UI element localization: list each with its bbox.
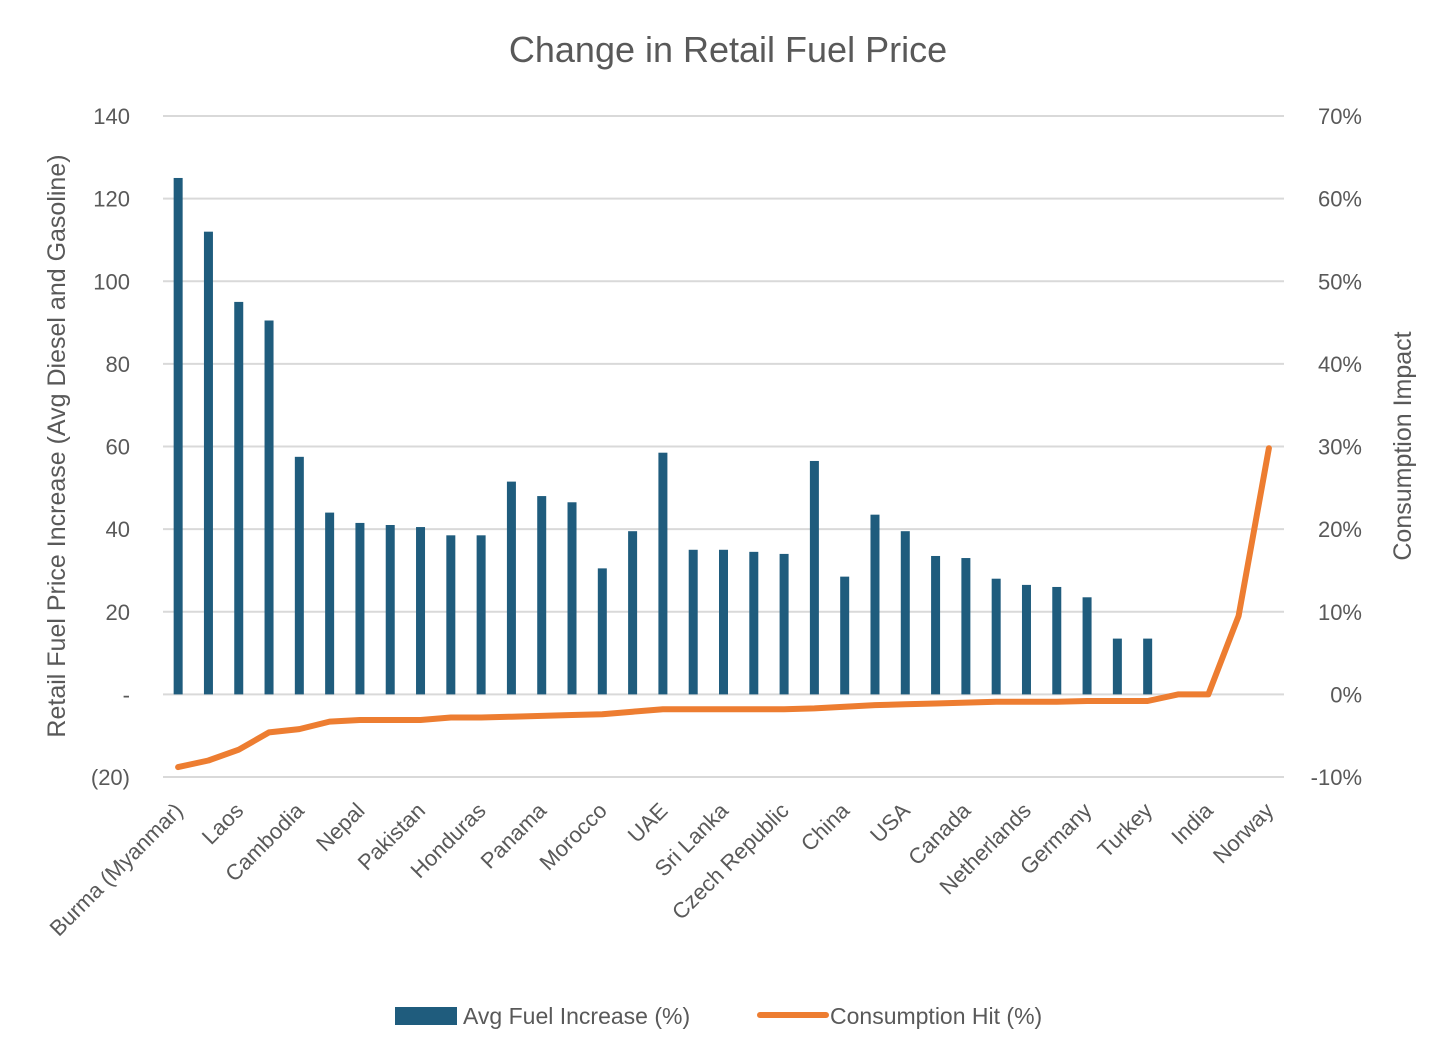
category-label: Laos [197,798,248,849]
bar [719,549,728,695]
bar [870,514,880,695]
bar [416,527,426,695]
bar [355,522,365,695]
y2-tick-label: 30% [1318,435,1362,460]
bar [1052,586,1062,695]
y-tick-label: 120 [93,187,130,212]
y-tick-label: 80 [106,352,130,377]
bar [506,481,516,695]
bar [809,460,819,695]
category-label: Nepal [311,798,369,856]
category-label: Morocco [535,798,612,875]
y-tick-label: 20 [106,600,130,625]
bar [294,456,304,695]
y-axis-title: Retail Fuel Price Increase (Avg Diesel a… [43,154,71,737]
bar [658,452,668,695]
bar [567,502,577,695]
category-label: China [796,797,855,856]
y-tick-label: - [123,682,130,707]
category-label: UAE [623,798,673,848]
y2-tick-label: 20% [1318,517,1362,542]
category-label: Burma (Myanmar) [45,798,188,941]
y-axis-ticks: 140 120 100 80 60 40 20 - (20) [91,104,130,790]
legend-bar-swatch [395,1007,457,1025]
y-tick-label: 60 [106,435,130,460]
bar [173,177,183,695]
bar-series [173,177,1153,695]
category-label: USA [865,798,915,848]
line-path [175,445,1272,771]
y2-tick-label: 40% [1318,352,1362,377]
y-tick-label: 40 [106,517,130,542]
bar [264,320,274,695]
bar [688,549,698,695]
bar [446,535,456,695]
line-series [175,445,1272,771]
y-tick-label: 100 [93,269,130,294]
bar [537,496,547,695]
y-tick-label: (20) [91,765,130,790]
y2-tick-label: 10% [1318,600,1362,625]
category-label: Norway [1208,798,1278,868]
bar [234,301,244,695]
y-tick-label: 140 [93,104,130,129]
bar [628,531,638,695]
bar [476,535,486,695]
chart-title: Change in Retail Fuel Price [509,29,947,70]
gridlines [163,115,1284,778]
y2-axis-ticks: 70% 60% 50% 40% 30% 20% 10% 0% -10% [1311,104,1362,790]
y2-tick-label: 0% [1330,682,1362,707]
legend-line-label: Consumption Hit (%) [830,1003,1042,1029]
bar [1082,597,1092,695]
legend: Avg Fuel Increase (%) Consumption Hit (%… [395,1003,1042,1029]
bar [749,551,759,695]
y2-axis-title: Consumption Impact [1389,331,1417,560]
category-label: Turkey [1093,798,1158,863]
bar [325,512,335,695]
bar [385,524,395,695]
y2-tick-label: -10% [1311,765,1362,790]
legend-bar-label: Avg Fuel Increase (%) [463,1003,690,1029]
bar [840,576,850,695]
bar [1143,638,1153,695]
bar [1112,638,1122,695]
bar [203,231,213,695]
bar [931,555,941,695]
bar [900,531,910,695]
bar [779,553,789,695]
category-label: India [1166,797,1218,849]
y2-tick-label: 60% [1318,187,1362,212]
bar [597,568,607,695]
bar [961,558,971,695]
y2-tick-label: 70% [1318,104,1362,129]
bar [991,578,1001,695]
bar [1021,584,1031,695]
y2-tick-label: 50% [1318,269,1362,294]
